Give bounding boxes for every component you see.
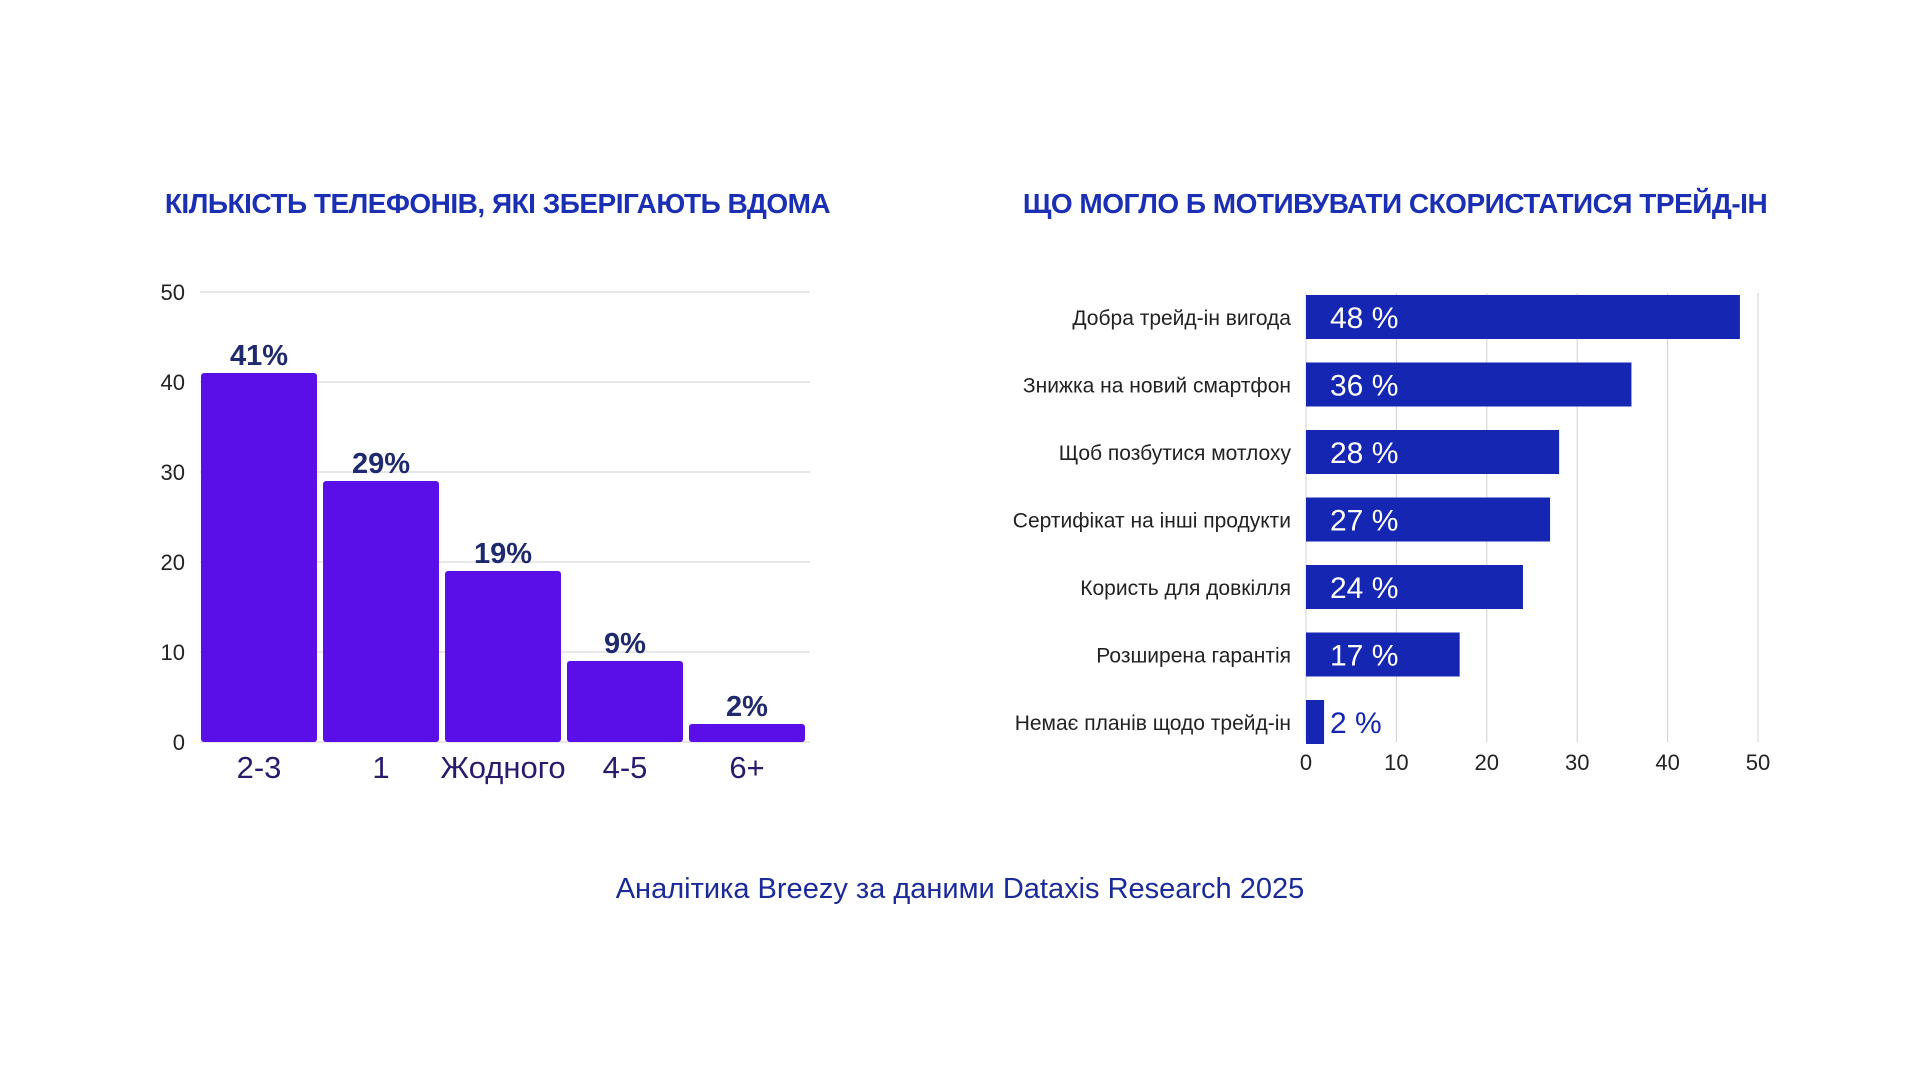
bar-data-label: 19%: [474, 538, 532, 570]
y-category-label: Щоб позбутися мотлоху: [1059, 442, 1292, 465]
x-tick-label: 20: [1475, 750, 1499, 775]
bar: [689, 724, 805, 742]
bar: [201, 373, 317, 742]
x-category-label: 6+: [729, 750, 764, 785]
bar: [567, 661, 683, 742]
x-tick-label: 10: [1384, 750, 1408, 775]
bar: [1306, 430, 1560, 474]
y-tick-label: 40: [161, 370, 185, 395]
bar: [1306, 565, 1523, 609]
y-category-label: Розширена гарантія: [1096, 645, 1291, 668]
x-category-label: 1: [372, 750, 389, 785]
bar-data-label: 29%: [352, 448, 410, 480]
bar-data-label: 24 %: [1330, 572, 1398, 605]
x-tick-label: 30: [1565, 750, 1589, 775]
y-tick-label: 10: [161, 640, 185, 665]
y-category-label: Немає планів щодо трейд-ін: [1015, 712, 1291, 735]
bar: [323, 481, 439, 742]
bar: [1306, 295, 1740, 339]
x-category-label: 2-3: [237, 750, 282, 785]
x-category-label: Жодного: [440, 750, 565, 785]
y-tick-label: 0: [173, 730, 185, 755]
y-category-label: Сертифікат на інші продукти: [1013, 510, 1291, 533]
bar-data-label: 41%: [230, 340, 288, 372]
y-category-label: Користь для довкілля: [1080, 577, 1291, 600]
x-category-label: 4-5: [603, 750, 648, 785]
bar-data-label: 9%: [604, 628, 646, 660]
y-category-label: Добра трейд-ін вигода: [1072, 307, 1291, 330]
bar: [1306, 497, 1551, 542]
bar-data-label: 27 %: [1330, 505, 1398, 538]
y-tick-label: 30: [161, 460, 185, 485]
x-tick-label: 50: [1746, 750, 1770, 775]
bar-data-label: 28 %: [1330, 437, 1398, 470]
x-tick-label: 40: [1655, 750, 1679, 775]
right-chart-title: ЩО МОГЛО Б МОТИВУВАТИ СКОРИСТАТИСЯ ТРЕЙД…: [1022, 188, 1768, 219]
bar: [445, 571, 561, 742]
y-tick-label: 20: [161, 550, 185, 575]
bar-data-label: 48 %: [1330, 302, 1398, 335]
y-category-label: Знижка на новий смартфон: [1023, 375, 1291, 398]
bar-data-label: 36 %: [1330, 370, 1398, 403]
bar: [1306, 362, 1632, 407]
x-tick-label: 0: [1300, 750, 1312, 775]
bar: [1306, 700, 1325, 744]
bar: [1306, 632, 1460, 677]
bar-data-label: 2%: [726, 691, 768, 723]
source-note: Аналітика Breezy за даними Dataxis Resea…: [615, 873, 1305, 905]
left-chart-title: КІЛЬКІСТЬ ТЕЛЕФОНІВ, ЯКІ ЗБЕРІГАЮТЬ ВДОМ…: [164, 188, 831, 219]
bar-data-label: 17 %: [1330, 640, 1398, 673]
y-tick-label: 50: [161, 280, 185, 305]
bar-data-label: 2 %: [1330, 707, 1382, 740]
